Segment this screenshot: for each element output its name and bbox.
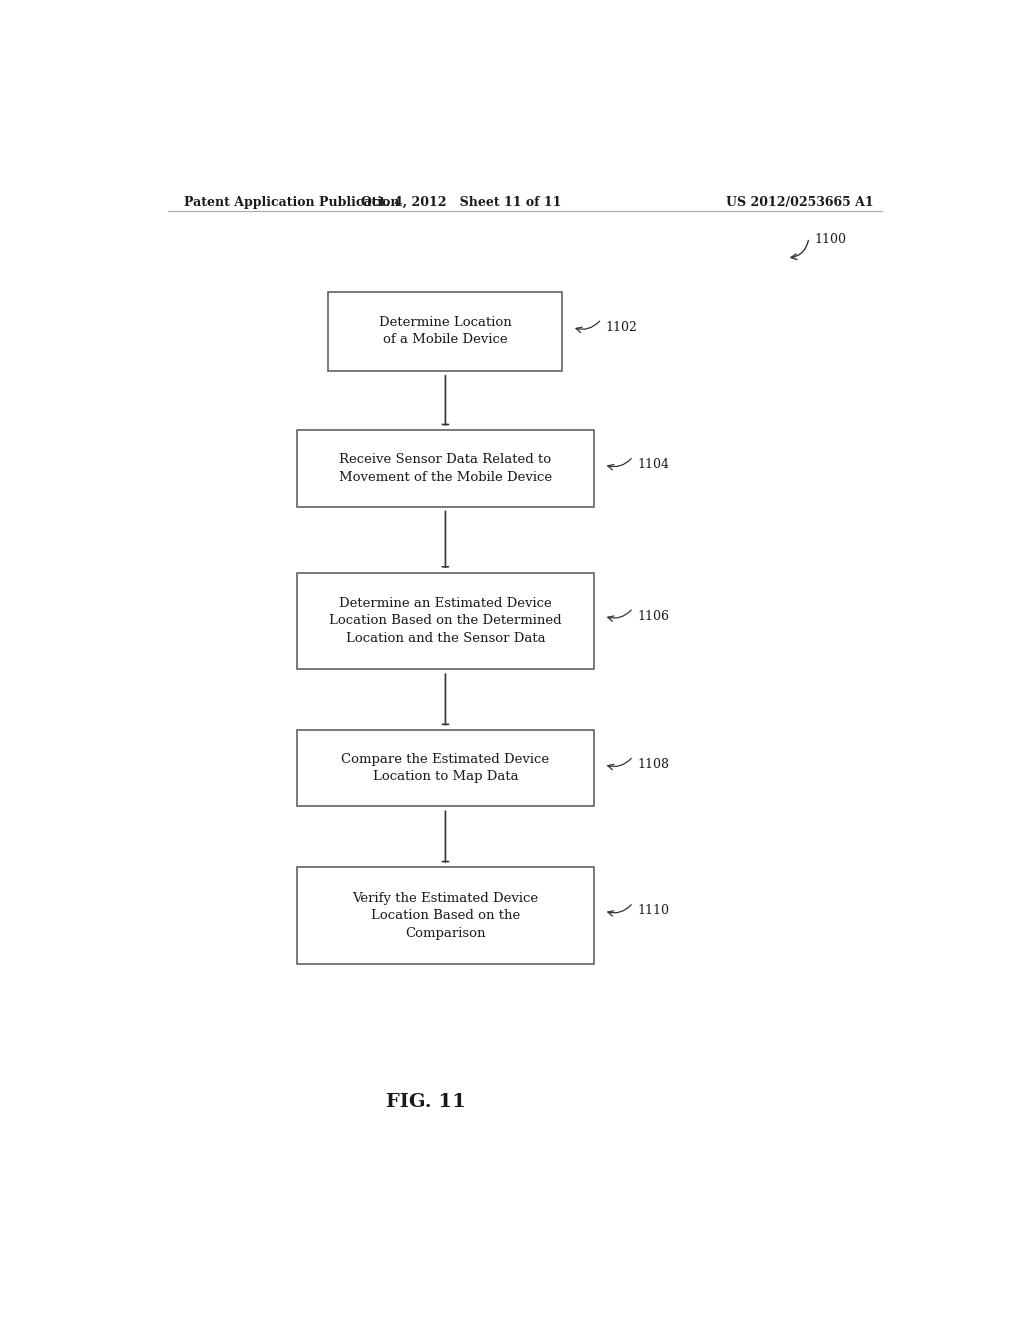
FancyBboxPatch shape [329,292,562,371]
Text: Receive Sensor Data Related to
Movement of the Mobile Device: Receive Sensor Data Related to Movement … [339,453,552,483]
Text: Determine Location
of a Mobile Device: Determine Location of a Mobile Device [379,315,512,346]
Text: 1104: 1104 [637,458,669,471]
Text: FIG. 11: FIG. 11 [386,1093,466,1110]
Text: Oct. 4, 2012   Sheet 11 of 11: Oct. 4, 2012 Sheet 11 of 11 [361,195,561,209]
Text: 1110: 1110 [637,904,669,917]
FancyBboxPatch shape [297,867,594,964]
FancyBboxPatch shape [297,573,594,669]
FancyBboxPatch shape [297,730,594,807]
Text: 1100: 1100 [814,234,847,247]
Text: US 2012/0253665 A1: US 2012/0253665 A1 [726,195,873,209]
Text: Verify the Estimated Device
Location Based on the
Comparison: Verify the Estimated Device Location Bas… [352,891,539,940]
Text: Patent Application Publication: Patent Application Publication [183,195,399,209]
Text: 1102: 1102 [605,321,637,334]
Text: 1108: 1108 [637,758,669,771]
Text: 1106: 1106 [637,610,669,623]
Text: Determine an Estimated Device
Location Based on the Determined
Location and the : Determine an Estimated Device Location B… [329,597,562,645]
Text: Compare the Estimated Device
Location to Map Data: Compare the Estimated Device Location to… [341,752,550,784]
FancyBboxPatch shape [297,430,594,507]
